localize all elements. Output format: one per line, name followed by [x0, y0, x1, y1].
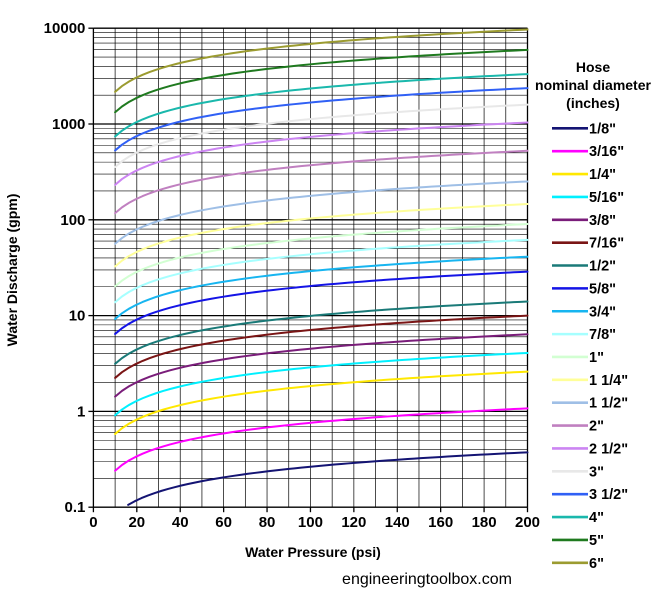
svg-text:10: 10: [69, 308, 86, 325]
svg-text:3/8": 3/8": [589, 213, 616, 229]
svg-text:(inches): (inches): [566, 95, 620, 111]
svg-text:1: 1: [77, 403, 85, 420]
svg-text:180: 180: [472, 514, 497, 531]
svg-text:6": 6": [589, 556, 604, 572]
svg-text:5/8": 5/8": [589, 281, 616, 297]
svg-text:Water Discharge (gpm): Water Discharge (gpm): [4, 194, 20, 347]
svg-text:100: 100: [298, 514, 323, 531]
svg-text:20: 20: [128, 514, 145, 531]
svg-text:engineeringtoolbox.com: engineeringtoolbox.com: [342, 571, 512, 588]
svg-text:5/16": 5/16": [589, 190, 624, 206]
svg-text:1/4": 1/4": [589, 167, 616, 183]
svg-text:3": 3": [589, 464, 604, 480]
svg-text:2": 2": [589, 419, 604, 435]
svg-text:1 1/2": 1 1/2": [589, 396, 628, 412]
svg-text:Water Pressure (psi): Water Pressure (psi): [245, 544, 381, 560]
svg-text:4": 4": [589, 510, 604, 526]
svg-text:140: 140: [385, 514, 410, 531]
svg-text:80: 80: [259, 514, 276, 531]
svg-text:120: 120: [341, 514, 366, 531]
svg-text:0.1: 0.1: [65, 499, 86, 516]
svg-text:1/2": 1/2": [589, 259, 616, 275]
svg-text:160: 160: [428, 514, 453, 531]
svg-text:5": 5": [589, 533, 604, 549]
svg-text:200: 200: [515, 514, 540, 531]
svg-text:3/16": 3/16": [589, 144, 624, 160]
svg-text:3/4": 3/4": [589, 304, 616, 320]
svg-text:1000: 1000: [52, 116, 85, 133]
svg-text:7/16": 7/16": [589, 236, 624, 252]
svg-text:Hose: Hose: [576, 59, 610, 75]
svg-text:60: 60: [215, 514, 232, 531]
svg-text:1/8": 1/8": [589, 121, 616, 137]
svg-text:1": 1": [589, 350, 604, 366]
svg-text:10000: 10000: [44, 20, 86, 37]
svg-text:1 1/4": 1 1/4": [589, 373, 628, 389]
svg-text:7/8": 7/8": [589, 327, 616, 343]
svg-text:100: 100: [60, 212, 85, 229]
svg-text:3 1/2": 3 1/2": [589, 487, 628, 503]
svg-text:nominal diameter: nominal diameter: [535, 77, 651, 93]
svg-text:40: 40: [172, 514, 189, 531]
svg-text:0: 0: [89, 514, 97, 531]
svg-text:2 1/2": 2 1/2": [589, 441, 628, 457]
